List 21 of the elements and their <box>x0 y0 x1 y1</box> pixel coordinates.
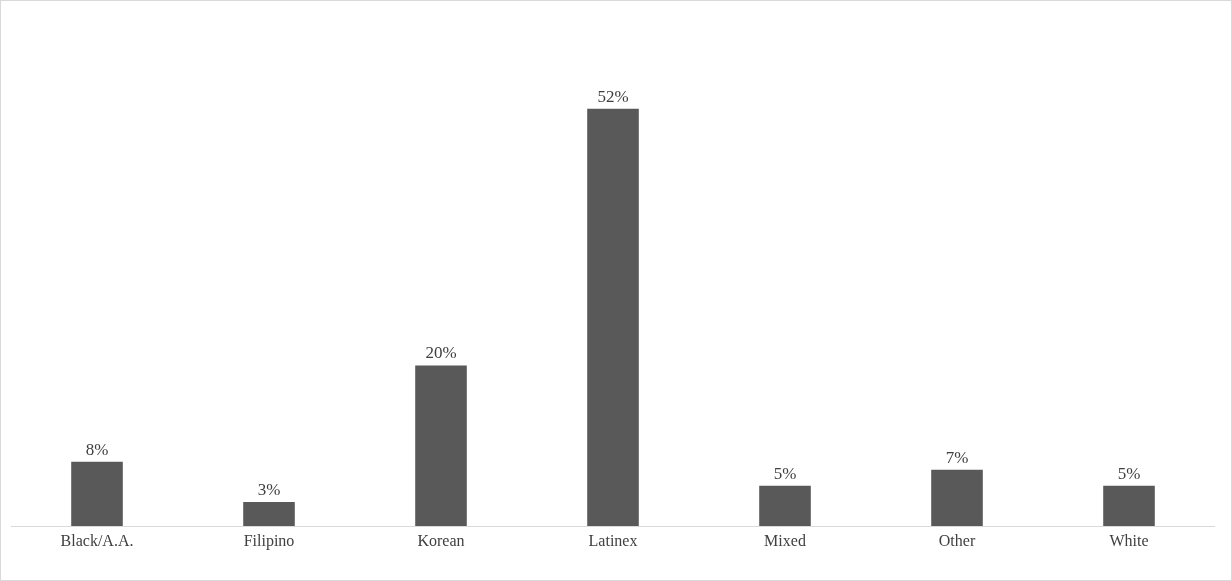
x-tick-label: Black/A.A. <box>60 532 134 550</box>
bar <box>243 501 295 526</box>
bar <box>759 485 811 526</box>
x-tick-label: Latinex <box>588 532 638 550</box>
data-label: 52% <box>597 86 629 106</box>
bar <box>71 461 123 526</box>
bar <box>587 108 639 526</box>
data-label: 20% <box>425 343 457 363</box>
data-label: 3% <box>257 479 281 499</box>
x-tick-label: Filipino <box>243 532 295 551</box>
bar <box>1103 485 1155 526</box>
x-tick-label: White <box>1109 532 1149 550</box>
data-label: 5% <box>773 463 797 483</box>
x-tick-label: Other <box>938 532 976 550</box>
bar <box>415 365 467 526</box>
bar <box>931 469 983 526</box>
data-label: 5% <box>1117 463 1141 483</box>
data-label: 7% <box>945 447 969 467</box>
x-tick-label: Mixed <box>764 532 806 550</box>
x-tick-label: Korean <box>417 532 465 550</box>
data-label: 8% <box>85 439 109 459</box>
